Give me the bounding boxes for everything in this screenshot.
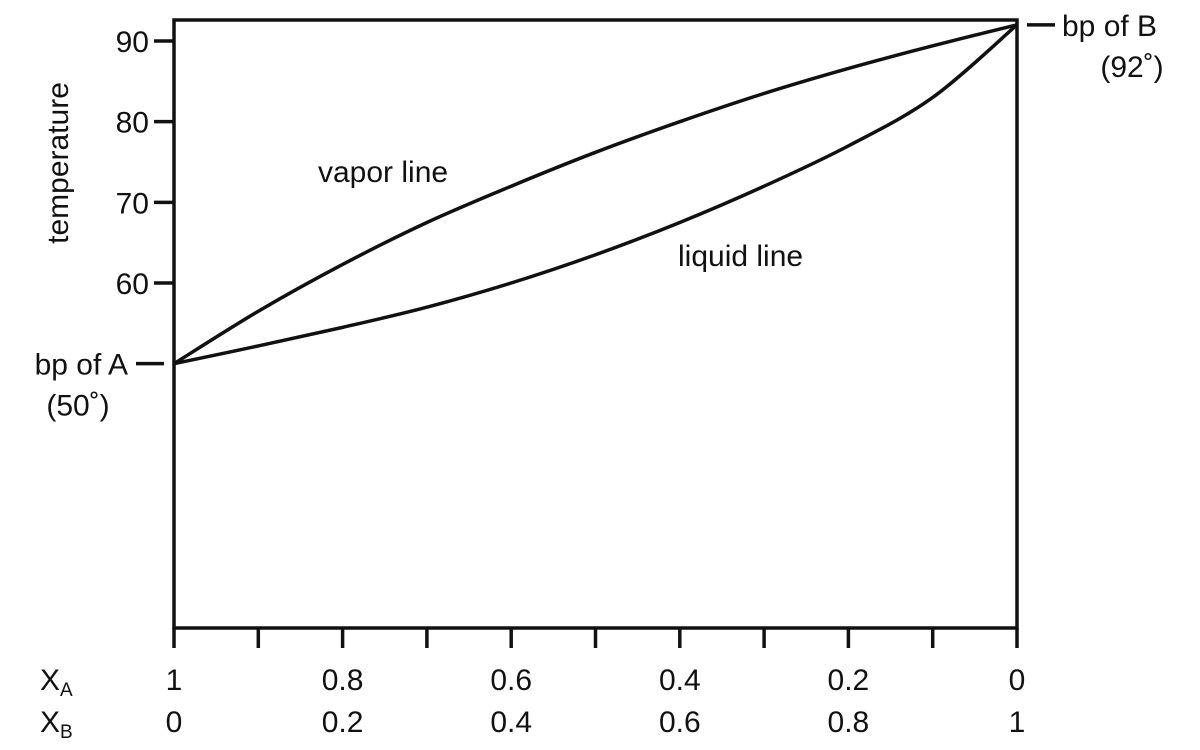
x-tick-label-b: 0.2 bbox=[322, 706, 364, 739]
liquid-line-curve bbox=[173, 23, 1019, 366]
x-tick-label-a: 0.8 bbox=[322, 664, 364, 697]
x-tick-label-b: 1 bbox=[1009, 706, 1026, 739]
x-row-variable-b: XB bbox=[40, 706, 73, 743]
liquid-line-label: liquid line bbox=[678, 240, 803, 273]
x-tick-label-b: 0 bbox=[166, 706, 183, 739]
x-tick-label-a: 0 bbox=[1009, 664, 1026, 697]
y-tick-label: 80 bbox=[116, 107, 149, 140]
bp-a-label: bp of A bbox=[35, 349, 128, 382]
vapor-line-label: vapor line bbox=[318, 156, 448, 189]
bp-b-value: (92˚) bbox=[1100, 51, 1163, 84]
x-tick-label-b: 0.4 bbox=[490, 706, 532, 739]
x-row-variable-a: XA bbox=[40, 664, 73, 701]
y-axis-title: temperature bbox=[42, 82, 75, 244]
y-tick-label: 70 bbox=[116, 187, 149, 220]
x-tick-label-a: 0.2 bbox=[828, 664, 870, 697]
bp-a-value: (50˚) bbox=[46, 390, 109, 423]
vapor-line-curve bbox=[173, 23, 1018, 366]
plot-frame bbox=[172, 18, 1019, 630]
x-tick-label-b: 0.6 bbox=[659, 706, 701, 739]
x-tick-label-a: 1 bbox=[166, 664, 183, 697]
bp-b-label: bp of B bbox=[1062, 10, 1157, 43]
x-tick-label-a: 0.6 bbox=[490, 664, 532, 697]
y-tick-label: 90 bbox=[116, 26, 149, 59]
x-tick-label-a: 0.4 bbox=[659, 664, 701, 697]
x-tick-label-b: 0.8 bbox=[828, 706, 870, 739]
y-tick-label: 60 bbox=[116, 268, 149, 301]
